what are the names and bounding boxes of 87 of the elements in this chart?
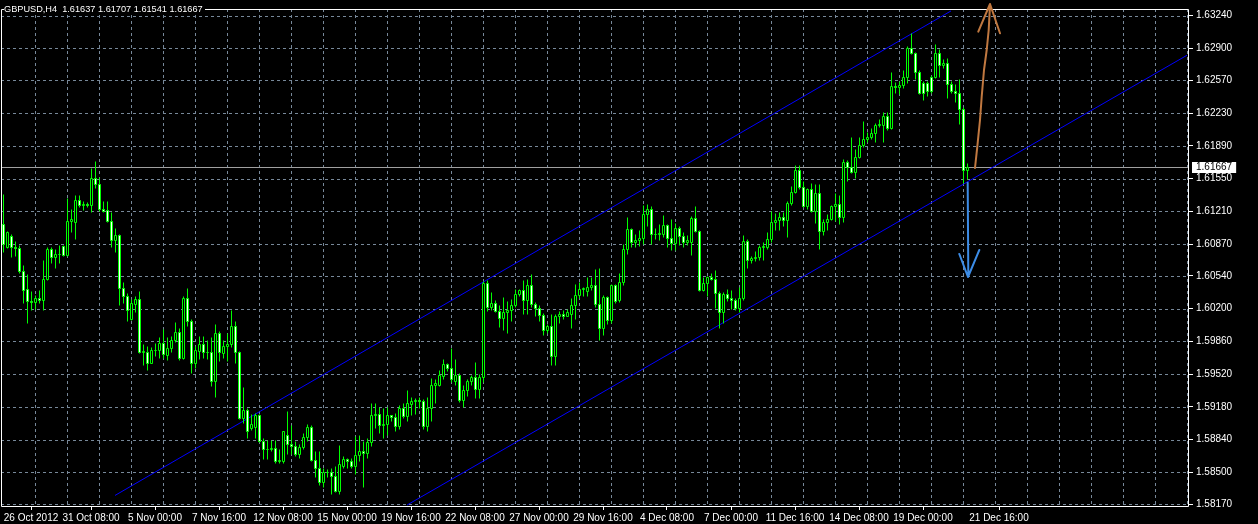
candlestick — [54, 249, 57, 269]
x-tick-label: 21 Dec 16:00 — [969, 511, 1030, 523]
candlestick — [730, 290, 733, 310]
candlestick — [834, 193, 837, 222]
candlestick — [882, 112, 885, 143]
y-tick-label: 1.58170 — [1196, 497, 1233, 509]
candlestick — [74, 195, 77, 240]
candlestick — [502, 297, 505, 331]
chart-title: GBPUSD,H4 1.61637 1.61707 1.61541 1.61667 — [4, 4, 205, 15]
candlestick — [670, 219, 673, 251]
candlestick — [610, 284, 613, 324]
candlestick — [554, 314, 557, 366]
y-tick-label: 1.63240 — [1196, 9, 1233, 21]
candlestick — [398, 405, 401, 430]
candlestick — [386, 407, 389, 436]
y-tick-label: 1.58840 — [1196, 433, 1233, 445]
candlestick — [562, 310, 565, 320]
candlestick — [450, 348, 453, 383]
y-tick-label: 1.59860 — [1196, 335, 1233, 347]
candlestick — [890, 72, 893, 130]
candlestick — [346, 458, 349, 469]
candlestick — [354, 436, 357, 475]
candlestick — [938, 49, 941, 78]
candlestick — [586, 277, 589, 297]
candlestick — [946, 58, 949, 99]
x-tick-label: 7 Dec 00:00 — [704, 511, 759, 523]
y-tick-label: 1.61210 — [1196, 205, 1233, 217]
candlestick — [778, 212, 781, 231]
candlestick — [506, 301, 509, 334]
candlestick — [274, 440, 277, 464]
y-tick-label: 1.58500 — [1196, 466, 1233, 478]
x-tick-label: 31 Oct 08:00 — [62, 511, 121, 523]
y-tick-label: 1.62570 — [1196, 74, 1233, 86]
candlestick — [318, 451, 321, 486]
y-tick-label: 1.62230 — [1196, 106, 1233, 118]
candlestick — [406, 390, 409, 422]
x-tick-label: 7 Nov 16:00 — [192, 511, 247, 523]
candlestick — [818, 184, 821, 250]
candlestick — [66, 198, 69, 257]
x-tick-label: 5 Nov 00:00 — [128, 511, 183, 523]
candlestick — [642, 205, 645, 245]
candlestick — [598, 268, 601, 341]
ref-line-label: 1.61667 — [1196, 161, 1233, 173]
candlestick — [162, 329, 165, 359]
x-tick-label: 29 Nov 16:00 — [573, 511, 634, 523]
candlestick — [338, 445, 341, 495]
y-tick-label: 1.59520 — [1196, 367, 1233, 379]
candlestick — [202, 336, 205, 359]
candlestick — [146, 346, 149, 371]
candlestick — [526, 279, 529, 315]
candlestick — [330, 468, 333, 495]
candlestick — [382, 408, 385, 439]
candlestick — [214, 324, 217, 398]
x-tick-label: 27 Nov 00:00 — [509, 511, 570, 523]
x-tick-label: 4 Dec 08:00 — [640, 511, 695, 523]
x-tick-label: 14 Dec 08:00 — [829, 511, 890, 523]
y-tick-label: 1.62900 — [1196, 42, 1233, 54]
y-tick-label: 1.60540 — [1196, 269, 1233, 281]
x-tick-label: 15 Nov 00:00 — [317, 511, 378, 523]
candlestick — [842, 159, 845, 223]
x-tick-label: 11 Dec 16:00 — [765, 511, 825, 523]
x-tick-label: 19 Dec 00:00 — [893, 511, 954, 523]
candlestick — [474, 362, 477, 399]
x-tick-label: 19 Nov 16:00 — [381, 511, 442, 523]
candlestick — [674, 223, 677, 251]
y-tick-label: 1.61550 — [1196, 172, 1233, 184]
candlestick — [870, 128, 873, 140]
y-tick-label: 1.60870 — [1196, 237, 1233, 249]
candlestick — [266, 440, 269, 460]
candlestick — [414, 398, 417, 415]
candlestick — [522, 280, 525, 315]
candlestick — [10, 234, 13, 258]
candlestick — [758, 245, 761, 261]
y-tick-label: 1.60200 — [1196, 302, 1233, 314]
candlestick — [874, 123, 877, 143]
candlestick — [254, 413, 257, 439]
candlestick — [550, 314, 553, 366]
x-tick-label: 12 Nov 08:00 — [253, 511, 314, 523]
candlestick — [422, 399, 425, 430]
y-tick-label: 1.61890 — [1196, 139, 1233, 151]
x-tick-label: 26 Oct 2012 — [3, 511, 59, 523]
candlestick — [650, 206, 653, 245]
x-tick-label: 22 Nov 08:00 — [445, 511, 506, 523]
candlestick — [706, 276, 709, 297]
y-tick-label: 1.59180 — [1196, 400, 1233, 412]
candlestick — [34, 295, 37, 310]
candlestick — [58, 245, 61, 264]
